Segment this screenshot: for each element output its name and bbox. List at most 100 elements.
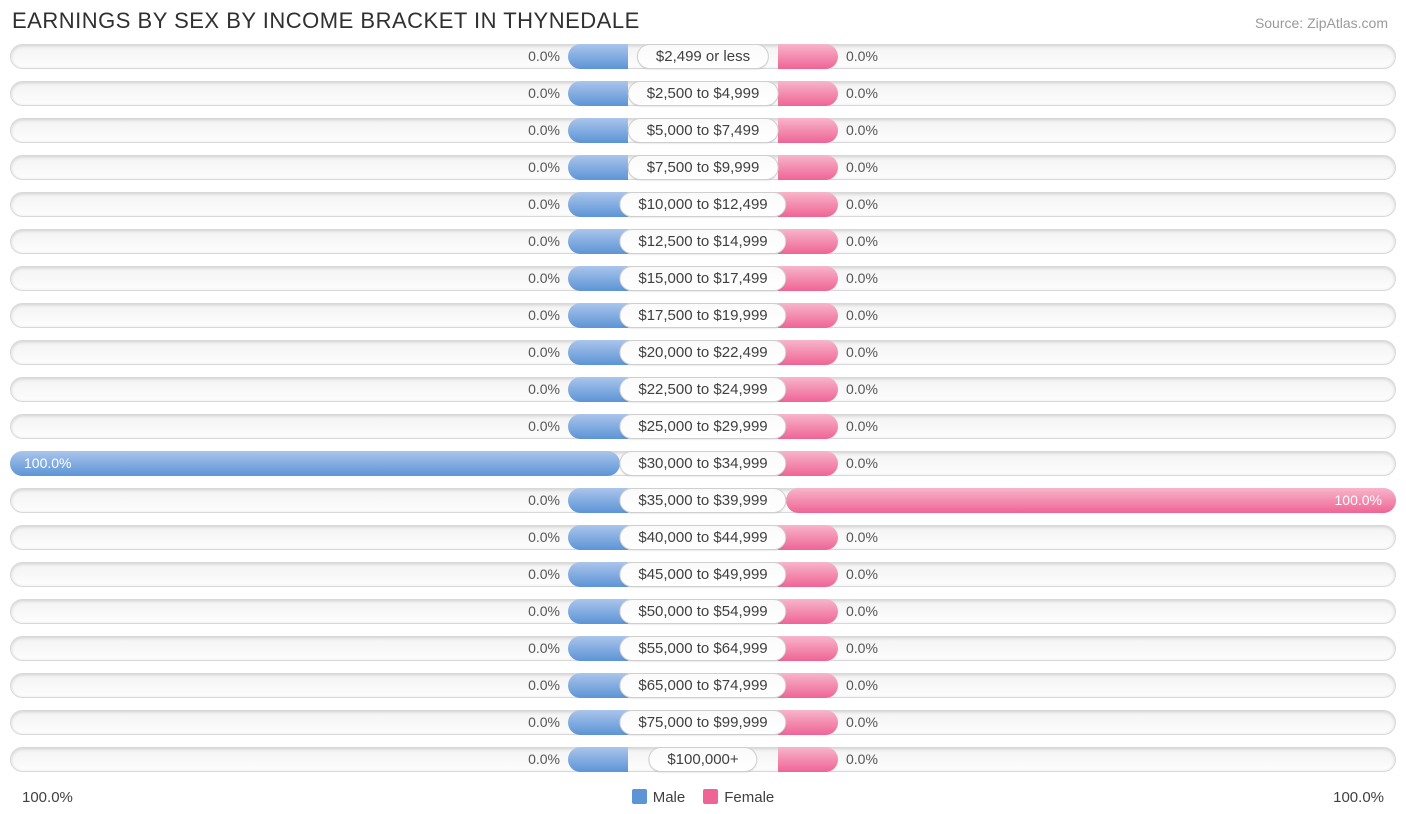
chart-source: Source: ZipAtlas.com <box>1255 15 1388 31</box>
chart-legend: Male Female <box>0 789 1406 806</box>
female-bar <box>778 118 838 143</box>
female-bar <box>778 747 838 772</box>
bracket-label: $7,500 to $9,999 <box>628 155 779 180</box>
bracket-label: $12,500 to $14,999 <box>619 229 786 254</box>
female-value-label: 0.0% <box>846 599 878 624</box>
bracket-label: $2,499 or less <box>637 44 769 69</box>
male-value-label: 0.0% <box>528 118 560 143</box>
female-value-label: 0.0% <box>846 636 878 661</box>
male-bar <box>10 451 620 476</box>
female-value-label: 0.0% <box>846 673 878 698</box>
male-value-label: 0.0% <box>528 266 560 291</box>
male-value-label: 0.0% <box>528 747 560 772</box>
male-value-label: 100.0% <box>24 451 71 476</box>
female-value-label: 0.0% <box>846 266 878 291</box>
female-bar <box>778 562 838 587</box>
female-bar <box>778 451 838 476</box>
chart-row: $22,500 to $24,999 0.0% 0.0% <box>10 373 1396 406</box>
female-value-label: 0.0% <box>846 81 878 106</box>
chart-row: $25,000 to $29,999 0.0% 0.0% <box>10 410 1396 443</box>
female-bar <box>778 81 838 106</box>
legend-female-label: Female <box>724 789 774 806</box>
female-value-label: 0.0% <box>846 229 878 254</box>
male-value-label: 0.0% <box>528 673 560 698</box>
female-value-label: 0.0% <box>846 192 878 217</box>
male-swatch-icon <box>632 789 647 804</box>
bracket-label: $2,500 to $4,999 <box>628 81 779 106</box>
male-bar <box>568 118 628 143</box>
chart-row: $55,000 to $64,9990.0%0.0% <box>10 632 1396 665</box>
bracket-label: $22,500 to $24,999 <box>619 377 786 402</box>
female-value-label: 0.0% <box>846 747 878 772</box>
male-bar <box>568 44 628 69</box>
female-value-label: 0.0% <box>846 710 878 735</box>
male-value-label: 0.0% <box>528 229 560 254</box>
female-swatch-icon <box>703 789 718 804</box>
chart-header: EARNINGS BY SEX BY INCOME BRACKET IN THY… <box>0 0 1406 38</box>
female-bar <box>778 710 838 735</box>
male-value-label: 0.0% <box>528 340 560 365</box>
female-bar <box>778 525 838 550</box>
chart-title: EARNINGS BY SEX BY INCOME BRACKET IN THY… <box>12 8 640 34</box>
chart-row: $40,000 to $44,9990.0%0.0% <box>10 521 1396 554</box>
chart-row: $12,500 to $14,999 0.0% 0.0% <box>10 225 1396 258</box>
female-value-label: 0.0% <box>846 377 878 402</box>
male-value-label: 0.0% <box>528 44 560 69</box>
legend-female: Female <box>703 789 774 806</box>
female-value-label: 0.0% <box>846 562 878 587</box>
chart-row: $2,499 or less 0.0% 0.0% <box>10 40 1396 73</box>
female-bar <box>778 599 838 624</box>
female-value-label: 0.0% <box>846 118 878 143</box>
female-value-label: 100.0% <box>1335 488 1382 513</box>
bracket-label: $17,500 to $19,999 <box>619 303 786 328</box>
bracket-label: $65,000 to $74,999 <box>619 673 786 698</box>
bracket-label: $45,000 to $49,999 <box>619 562 786 587</box>
male-value-label: 0.0% <box>528 414 560 439</box>
chart-row: $20,000 to $22,4990.0%0.0% <box>10 336 1396 369</box>
female-bar <box>778 44 838 69</box>
female-bar <box>778 303 838 328</box>
chart-body: $2,499 or less 0.0% 0.0% $2,500 to $4,999 0.… <box>0 38 1406 776</box>
female-value-label: 0.0% <box>846 303 878 328</box>
female-value-label: 0.0% <box>846 340 878 365</box>
bracket-label: $5,000 to $7,499 <box>628 118 779 143</box>
bracket-label: $30,000 to $34,999 <box>619 451 786 476</box>
female-bar <box>778 414 838 439</box>
chart-row: $65,000 to $74,999 0.0% 0.0% <box>10 669 1396 702</box>
chart-row: $50,000 to $54,9990.0%0.0% <box>10 595 1396 628</box>
female-value-label: 0.0% <box>846 44 878 69</box>
legend-male-label: Male <box>653 789 686 806</box>
male-value-label: 0.0% <box>528 562 560 587</box>
female-value-label: 0.0% <box>846 525 878 550</box>
chart-row: $30,000 to $34,999 100.0% 0.0% <box>10 447 1396 480</box>
female-bar <box>778 673 838 698</box>
female-bar <box>778 636 838 661</box>
chart-row: $17,500 to $19,999 0.0% 0.0% <box>10 299 1396 332</box>
female-bar <box>778 229 838 254</box>
chart-row: $45,000 to $49,999 0.0% 0.0% <box>10 558 1396 591</box>
chart-row: $15,000 to $17,499 0.0% 0.0% <box>10 262 1396 295</box>
female-value-label: 0.0% <box>846 155 878 180</box>
chart-row: $35,000 to $39,9990.0%100.0% <box>10 484 1396 517</box>
chart-row: $75,000 to $99,999 0.0% 0.0% <box>10 706 1396 739</box>
chart-row: $100,000+ 0.0% 0.0% <box>10 743 1396 776</box>
male-value-label: 0.0% <box>528 525 560 550</box>
bracket-label: $100,000+ <box>648 747 757 772</box>
male-value-label: 0.0% <box>528 303 560 328</box>
female-value-label: 0.0% <box>846 451 878 476</box>
male-value-label: 0.0% <box>528 599 560 624</box>
female-bar <box>778 266 838 291</box>
female-bar <box>786 488 1396 513</box>
female-value-label: 0.0% <box>846 414 878 439</box>
male-value-label: 0.0% <box>528 155 560 180</box>
bracket-label: $10,000 to $12,499 <box>619 192 786 217</box>
male-bar <box>568 81 628 106</box>
male-value-label: 0.0% <box>528 710 560 735</box>
male-value-label: 0.0% <box>528 192 560 217</box>
bracket-label: $75,000 to $99,999 <box>619 710 786 735</box>
legend-male: Male <box>632 789 686 806</box>
male-value-label: 0.0% <box>528 377 560 402</box>
bracket-label: $15,000 to $17,499 <box>619 266 786 291</box>
bracket-label: $25,000 to $29,999 <box>619 414 786 439</box>
chart-row: $2,500 to $4,9990.0%0.0% <box>10 77 1396 110</box>
